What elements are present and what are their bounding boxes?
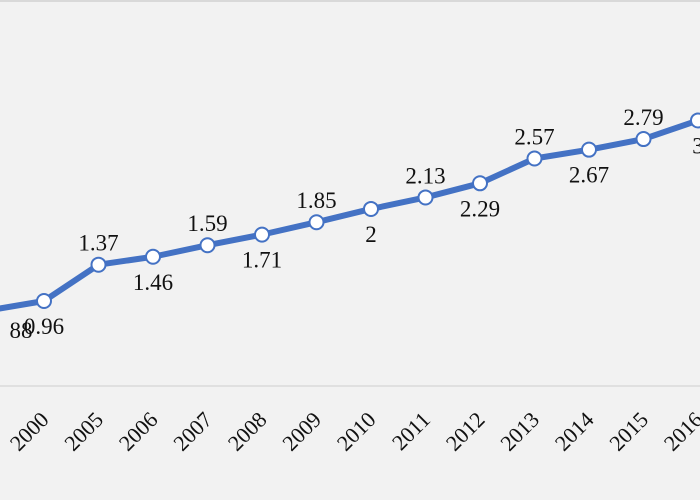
data-label-2005: 1.37	[78, 231, 118, 256]
data-label-2014: 2.67	[569, 163, 609, 188]
data-point-marker-2015	[635, 131, 652, 148]
x-tick-label-2009: 2009	[277, 407, 326, 456]
data-point-marker-2014	[581, 141, 597, 158]
x-tick-label-2012: 2012	[441, 407, 490, 456]
data-point-marker-2012	[472, 175, 488, 192]
x-tick-label-2000: 2000	[5, 407, 54, 456]
data-point-marker-2016	[690, 112, 700, 129]
data-label-2008: 1.71	[242, 248, 282, 273]
x-tick-label-2016: 2016	[659, 407, 700, 456]
data-label-2016: 3	[692, 133, 700, 158]
chart-frame-top-border	[0, 0, 700, 2]
x-tick-label-2015: 2015	[604, 407, 653, 456]
data-label-2012: 2.29	[460, 196, 500, 221]
x-tick-label-2013: 2013	[495, 407, 544, 456]
data-label-2010: 2	[365, 222, 377, 247]
data-point-marker-2007	[199, 237, 216, 254]
data-point-marker-2006	[145, 248, 161, 265]
data-label-2006: 1.46	[133, 270, 173, 295]
data-point-marker-2008	[254, 226, 270, 243]
data-point-marker-2011	[417, 189, 434, 206]
x-tick-label-2011: 2011	[387, 407, 435, 455]
data-label-2013: 2.57	[514, 125, 554, 150]
data-point-marker-2009	[308, 214, 325, 231]
x-tick-label-2010: 2010	[332, 407, 381, 456]
data-point-marker-2010	[363, 200, 379, 217]
data-label-2011: 2.13	[405, 163, 445, 188]
x-tick-label-2014: 2014	[550, 407, 599, 456]
data-label-2009: 1.85	[296, 188, 336, 213]
data-label-partial: 88	[10, 318, 33, 343]
data-label-2007: 1.59	[187, 211, 227, 236]
data-point-marker-2000	[36, 293, 52, 309]
x-tick-label-2005: 2005	[59, 407, 108, 456]
data-label-2000: 0.96	[24, 314, 64, 339]
x-tick-label-2008: 2008	[223, 407, 272, 456]
data-point-marker-2005	[90, 256, 107, 273]
x-tick-label-2007: 2007	[168, 407, 217, 456]
data-label-2015: 2.79	[623, 105, 663, 130]
x-tick-label-2006: 2006	[114, 407, 163, 456]
data-point-marker-2013	[526, 150, 543, 167]
series-line	[0, 117, 700, 312]
